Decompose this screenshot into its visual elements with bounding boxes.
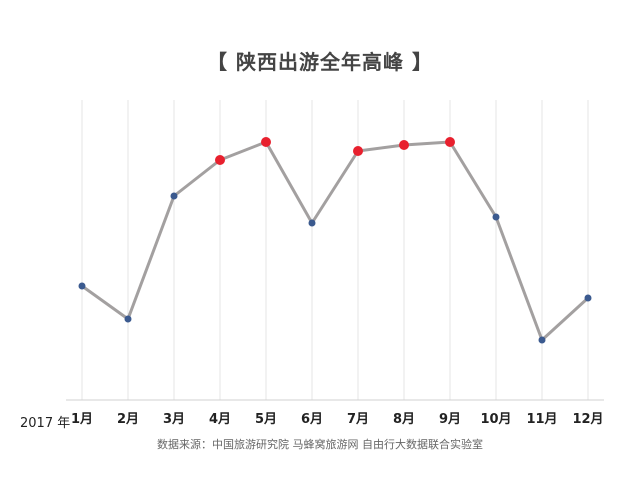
chart-title: 【 陕西出游全年高峰 】 bbox=[207, 50, 433, 74]
x-tick-label-2: 2月 bbox=[117, 412, 139, 427]
x-tick-label-10: 10月 bbox=[480, 412, 511, 427]
year-label: 2017 年 bbox=[20, 416, 71, 431]
x-tick-label-11: 11月 bbox=[526, 412, 557, 427]
data-point-10 bbox=[492, 213, 500, 221]
peak-point-9 bbox=[445, 137, 455, 147]
peak-point-8 bbox=[399, 140, 409, 150]
data-point-12 bbox=[584, 294, 592, 302]
peak-point-7 bbox=[353, 146, 363, 156]
x-tick-label-6: 6月 bbox=[301, 412, 323, 427]
x-tick-label-9: 9月 bbox=[439, 412, 461, 427]
data-point-2 bbox=[124, 315, 132, 323]
series-line bbox=[81, 140, 590, 342]
data-point-3 bbox=[170, 192, 178, 200]
x-tick-label-1: 1月 bbox=[71, 412, 93, 427]
x-tick-label-5: 5月 bbox=[255, 412, 277, 427]
x-tick-label-3: 3月 bbox=[163, 412, 185, 427]
data-point-11 bbox=[538, 336, 546, 344]
data-point-6 bbox=[308, 219, 316, 227]
x-tick-label-7: 7月 bbox=[347, 412, 369, 427]
x-tick-label-8: 8月 bbox=[393, 412, 415, 427]
peak-point-5 bbox=[261, 137, 271, 147]
x-tick-label-4: 4月 bbox=[209, 412, 231, 427]
data-source-note: 数据来源：中国旅游研究院 马蜂窝旅游网 自由行大数据联合实验室 bbox=[157, 438, 483, 451]
x-tick-label-12: 12月 bbox=[572, 412, 603, 427]
data-point-1 bbox=[78, 282, 86, 290]
peak-point-4 bbox=[215, 155, 225, 165]
